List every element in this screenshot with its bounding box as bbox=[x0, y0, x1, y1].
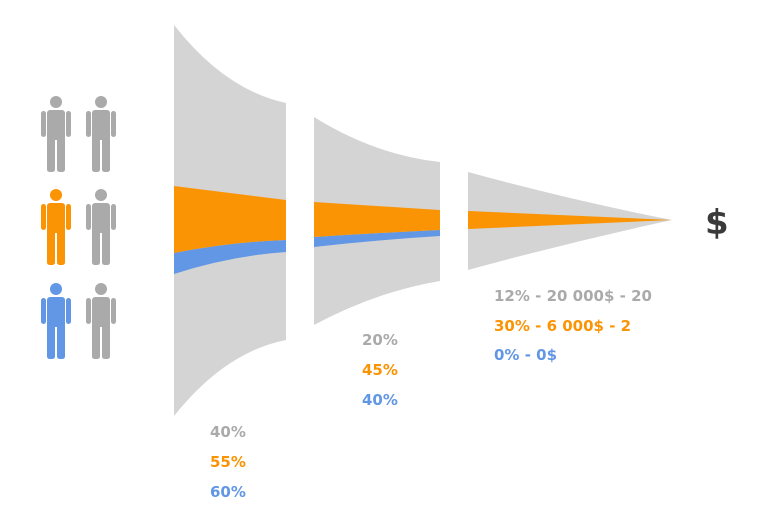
blue-band-stage-2 bbox=[314, 230, 440, 247]
stage-2-label-orange: 45% bbox=[362, 361, 398, 379]
stage-3-label-blue: 0% - 0$ bbox=[494, 346, 558, 364]
orange-person-icon bbox=[41, 189, 71, 265]
dollar-icon: $ bbox=[705, 203, 729, 243]
stage-2-label-blue: 40% bbox=[362, 391, 398, 409]
blue-band-stage-1 bbox=[174, 240, 286, 274]
stage-1-label-orange: 55% bbox=[210, 453, 246, 471]
stage-3-label-gray: 12% - 20 000$ - 20 bbox=[494, 287, 652, 305]
people-group bbox=[41, 96, 116, 359]
funnel-stage-1 bbox=[174, 25, 286, 416]
stage-2-label-gray: 20% bbox=[362, 331, 398, 349]
blue-person-icon bbox=[41, 283, 71, 359]
gray-person-icon bbox=[86, 189, 116, 265]
orange-band-stage-1 bbox=[174, 186, 286, 253]
gray-person-icon bbox=[41, 96, 71, 172]
stage-1-label-blue: 60% bbox=[210, 483, 246, 501]
funnel-stage-2 bbox=[314, 117, 440, 325]
stage-1-label-gray: 40% bbox=[210, 423, 246, 441]
orange-band-stage-3 bbox=[468, 211, 672, 229]
gray-person-icon bbox=[86, 283, 116, 359]
orange-band-stage-2 bbox=[314, 202, 440, 237]
gray-person-icon bbox=[86, 96, 116, 172]
funnel-stage-3 bbox=[468, 172, 672, 270]
stage-3-label-orange: 30% - 6 000$ - 2 bbox=[494, 317, 632, 335]
